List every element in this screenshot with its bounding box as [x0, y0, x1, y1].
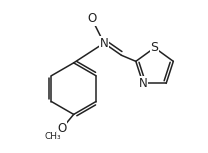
Text: O: O [87, 12, 97, 25]
Text: O: O [58, 121, 67, 134]
Text: N: N [139, 77, 147, 90]
Text: CH₃: CH₃ [44, 132, 61, 141]
Text: S: S [151, 41, 158, 54]
Text: N: N [100, 37, 108, 50]
